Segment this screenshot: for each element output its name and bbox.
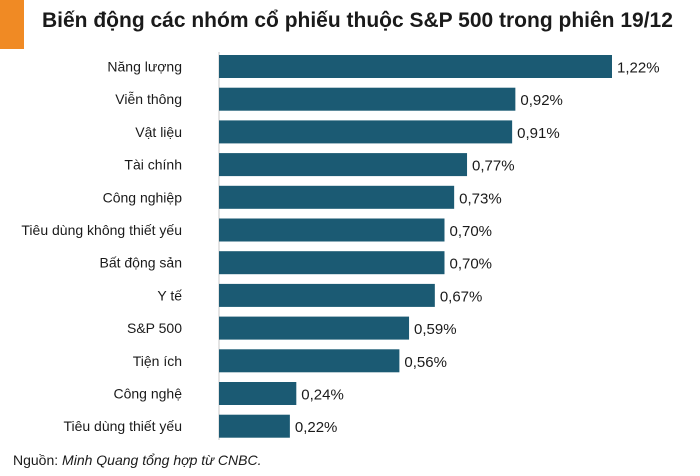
category-label: Y tế (157, 287, 182, 303)
value-label: 0,92% (520, 92, 563, 109)
bar (219, 349, 400, 373)
bar (219, 153, 468, 177)
value-label: 0,24% (301, 387, 344, 404)
value-label: 0,70% (449, 223, 492, 240)
category-label: Vật liệu (135, 124, 182, 140)
value-label: 0,67% (440, 288, 483, 305)
value-label: 0,56% (404, 354, 447, 371)
bar (219, 185, 455, 209)
category-label: S&P 500 (127, 320, 182, 336)
source-label: Nguồn: (13, 452, 59, 468)
source-note: Nguồn: Minh Quang tổng hợp từ CNBC. (13, 452, 261, 468)
value-label: 0,22% (295, 419, 338, 436)
category-label: Công nghệ (113, 386, 182, 402)
bar (219, 218, 445, 242)
bar (219, 55, 612, 78)
accent-bar (0, 0, 24, 49)
category-label: Tiêu dùng thiết yếu (63, 418, 182, 434)
value-label: 0,73% (459, 190, 502, 207)
source-text: Minh Quang tổng hợp từ CNBC. (62, 452, 262, 468)
category-label: Công nghiệp (103, 189, 183, 205)
category-label: Tiện ích (133, 353, 182, 369)
bar (219, 120, 513, 144)
category-label: Năng lượng (107, 59, 182, 75)
bar (219, 414, 290, 438)
value-label: 0,59% (414, 321, 457, 338)
bar (219, 316, 410, 340)
value-label: 1,22% (617, 60, 660, 77)
value-label: 0,91% (517, 125, 560, 142)
value-label: 0,77% (472, 158, 515, 175)
category-label: Tiêu dùng không thiết yếu (21, 222, 182, 238)
category-label: Tài chính (124, 157, 182, 173)
chart-title: Biến động các nhóm cổ phiếu thuộc S&P 50… (42, 9, 673, 32)
value-label: 0,70% (449, 256, 492, 273)
category-label: Viễn thông (115, 91, 182, 107)
bar (219, 251, 445, 275)
bar (219, 382, 297, 405)
bar (219, 87, 516, 111)
category-label: Bất động sản (99, 255, 182, 271)
bar (219, 283, 435, 307)
